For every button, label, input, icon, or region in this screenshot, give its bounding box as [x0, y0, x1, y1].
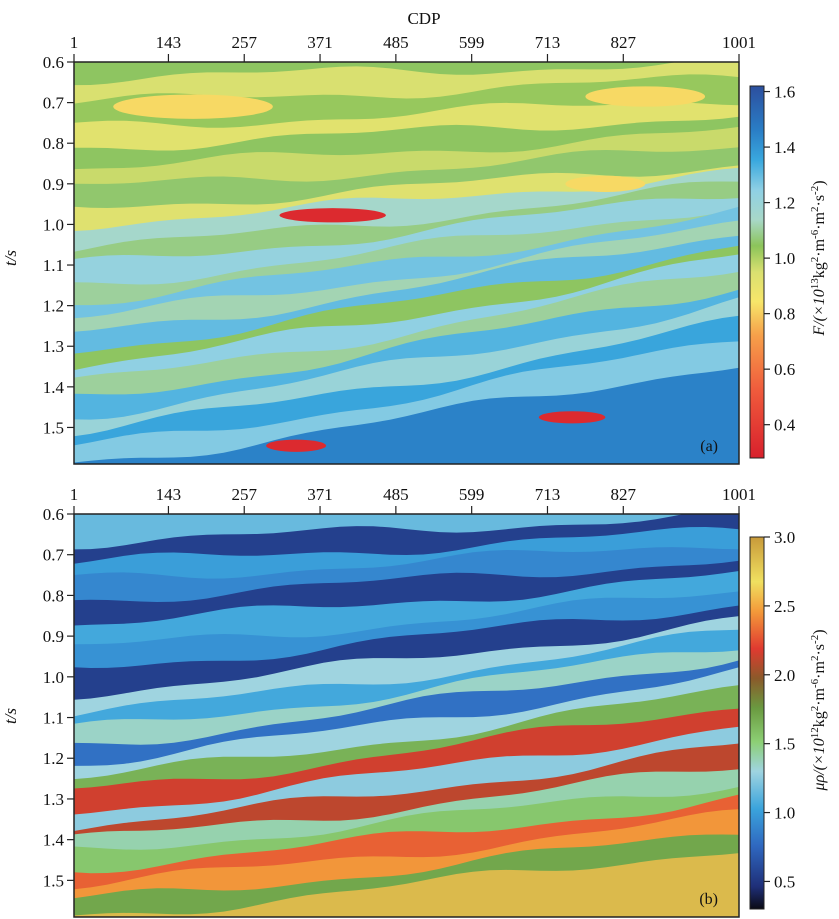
colorbar-tick-label: 1.5 [774, 735, 795, 754]
colorbar-a: 0.4 0.6 0.8 1.0 1.2 1.4 1.6 F/(×1013kg2·m-6·m2·… [749, 83, 828, 459]
x-tick-label: 485 [383, 485, 409, 504]
y-tick-label: 0.6 [43, 505, 64, 524]
y-tick-label: 0.9 [43, 175, 64, 194]
colorbar-tick-label: 1.2 [774, 194, 795, 213]
colorbar-ramp [749, 85, 765, 459]
colorbar-b: 0.5 1.0 1.5 2.0 2.5 3.0 μρ/(×1012kg2·m-6·m2·s-… [749, 528, 828, 910]
colorbar-tick-label: 0.5 [774, 872, 795, 891]
x-tick-label: 827 [611, 485, 637, 504]
anomaly-red-lens-1 [279, 208, 386, 223]
x-axis-title: CDP [407, 9, 440, 28]
x-tick-label: 485 [383, 33, 409, 52]
x-tick-label: 599 [459, 485, 485, 504]
y-tick-label: 0.6 [43, 53, 64, 72]
panel-b: 1 143 257 371 485 599 713 827 1001 0.6 0.7 0.8 0.9 1… [1, 485, 828, 918]
colorbar-title: μρ/(×1012kg2·m-6·m2·s-2) [809, 629, 828, 791]
anomaly-red-lens-3 [538, 411, 606, 424]
x-tick-label: 1 [70, 485, 79, 504]
panel-label-a: (a) [700, 438, 718, 455]
x-axis-top-a: 1 143 257 371 485 599 713 827 1001 [70, 33, 756, 62]
colorbar-tick-label: 3.0 [774, 528, 795, 547]
y-tick-label: 1.5 [43, 871, 64, 890]
y-tick-label: 1.2 [43, 297, 64, 316]
y-tick-label: 1.1 [43, 709, 64, 728]
y-tick-label: 1.4 [43, 831, 65, 850]
y-tick-label: 1.3 [43, 790, 64, 809]
x-tick-label: 257 [231, 33, 257, 52]
x-tick-label: 143 [156, 485, 182, 504]
anomaly-yellow-lens-2 [585, 86, 706, 107]
y-tick-label: 0.8 [43, 586, 64, 605]
plot-frame-a [73, 61, 740, 465]
section-plot-a [74, 62, 739, 464]
x-tick-label: 827 [611, 33, 637, 52]
y-tick-label: 1.4 [43, 378, 65, 397]
y-axis-a: 0.6 0.7 0.8 0.9 1.0 1.1 1.2 1.3 1.4 1.5 [43, 53, 74, 437]
y-axis-title-a: t/s [1, 250, 20, 266]
x-tick-label: 257 [231, 485, 257, 504]
y-tick-label: 0.8 [43, 134, 64, 153]
y-tick-label: 1.0 [43, 668, 64, 687]
y-tick-label: 1.2 [43, 749, 64, 768]
y-axis-title-b: t/s [1, 708, 20, 724]
x-tick-label: 713 [535, 33, 561, 52]
x-tick-label: 371 [307, 33, 333, 52]
x-tick-label: 1001 [722, 33, 756, 52]
y-tick-label: 1.0 [43, 215, 64, 234]
colorbar-tick-label: 1.6 [774, 83, 795, 102]
panel-label-b: (b) [699, 891, 718, 908]
colorbar-tick-label: 0.8 [774, 305, 795, 324]
anomaly-yellow-lens-3 [565, 175, 646, 192]
x-tick-label: 143 [156, 33, 182, 52]
colorbar-tick-label: 1.4 [774, 138, 796, 157]
panel-a: CDP 1 143 257 371 485 599 713 827 1001 0.6 0.7 0.8… [1, 9, 828, 465]
x-tick-label: 1 [70, 33, 79, 52]
layer-h23 [74, 367, 739, 464]
y-axis-b: 0.6 0.7 0.8 0.9 1.0 1.1 1.2 1.3 1.4 1.5 [43, 505, 74, 890]
plot-frame-b [73, 513, 740, 918]
colorbar-tick-label: 2.5 [774, 597, 795, 616]
colorbar-tick-label: 0.4 [774, 416, 796, 435]
colorbar-title: F/(×1013kg2·m-6·m2·s-2) [809, 180, 828, 336]
colorbar-ramp [749, 536, 765, 910]
colorbar-tick-label: 0.6 [774, 360, 795, 379]
y-tick-label: 0.9 [43, 627, 64, 646]
colorbar-tick-label: 1.0 [774, 804, 795, 823]
anomaly-yellow-lens-1 [113, 94, 273, 119]
colorbar-tick-label: 1.0 [774, 249, 795, 268]
y-tick-label: 1.5 [43, 418, 64, 437]
x-tick-label: 599 [459, 33, 485, 52]
anomaly-red-lens-2 [266, 439, 327, 452]
y-tick-label: 1.1 [43, 256, 64, 275]
x-tick-label: 371 [307, 485, 333, 504]
y-tick-label: 0.7 [43, 94, 65, 113]
x-tick-label: 1001 [722, 485, 756, 504]
colorbar-tick-label: 2.0 [774, 666, 795, 685]
y-tick-label: 1.3 [43, 337, 64, 356]
layer-h23 [74, 853, 739, 917]
x-axis-top-b: 1 143 257 371 485 599 713 827 1001 [70, 485, 756, 514]
y-tick-label: 0.7 [43, 546, 65, 565]
x-tick-label: 713 [535, 485, 561, 504]
section-plot-b [74, 514, 739, 917]
